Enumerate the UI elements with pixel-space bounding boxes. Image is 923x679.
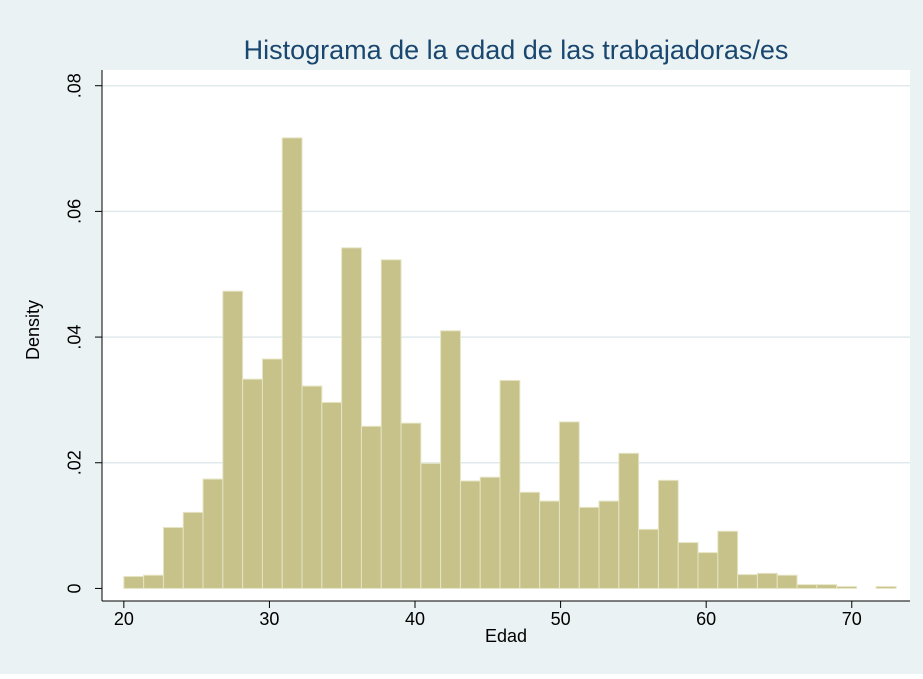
x-tick-label: 50 (551, 609, 571, 629)
bar (380, 259, 402, 589)
bar (737, 574, 758, 589)
bar (638, 528, 659, 589)
bar (558, 421, 580, 589)
y-tick-label: .08 (65, 73, 85, 98)
bar (440, 330, 461, 589)
x-axis-title: Edad (485, 626, 527, 646)
bar (182, 511, 204, 589)
x-tick-label: 20 (114, 609, 134, 629)
bar (202, 478, 224, 589)
bar (519, 491, 541, 589)
x-tick-label: 40 (405, 609, 425, 629)
bar (420, 462, 442, 589)
bar (657, 479, 679, 589)
bar (321, 401, 343, 589)
bar (816, 584, 838, 589)
bar (836, 586, 857, 589)
bar (499, 379, 521, 589)
bar (301, 385, 323, 589)
bar (400, 422, 422, 589)
bar (479, 476, 501, 589)
bar (697, 552, 719, 589)
bar (578, 506, 600, 589)
bar (756, 572, 778, 589)
bar (360, 425, 382, 589)
bar (261, 358, 283, 589)
bar (341, 247, 362, 589)
bar (162, 526, 184, 589)
y-tick-label: 0 (65, 583, 85, 593)
bar (123, 575, 145, 589)
bar (242, 378, 263, 589)
bar (796, 584, 818, 589)
bar (717, 530, 739, 589)
bar (281, 137, 303, 589)
y-tick-label: .02 (65, 450, 85, 475)
bar (459, 480, 481, 589)
bar (539, 500, 560, 589)
bar (677, 542, 699, 589)
chart-title: Histograma de la edad de las trabajadora… (244, 35, 789, 65)
bar (875, 586, 897, 589)
bar (598, 500, 620, 589)
bar (222, 290, 244, 589)
x-tick-label: 70 (842, 609, 862, 629)
bar (618, 452, 640, 589)
bar (776, 574, 798, 589)
bar (143, 574, 164, 589)
y-tick-label: .04 (65, 325, 85, 350)
y-tick-label: .06 (65, 199, 85, 224)
x-tick-label: 30 (259, 609, 279, 629)
x-tick-label: 60 (696, 609, 716, 629)
y-axis-title: Density (23, 300, 43, 360)
